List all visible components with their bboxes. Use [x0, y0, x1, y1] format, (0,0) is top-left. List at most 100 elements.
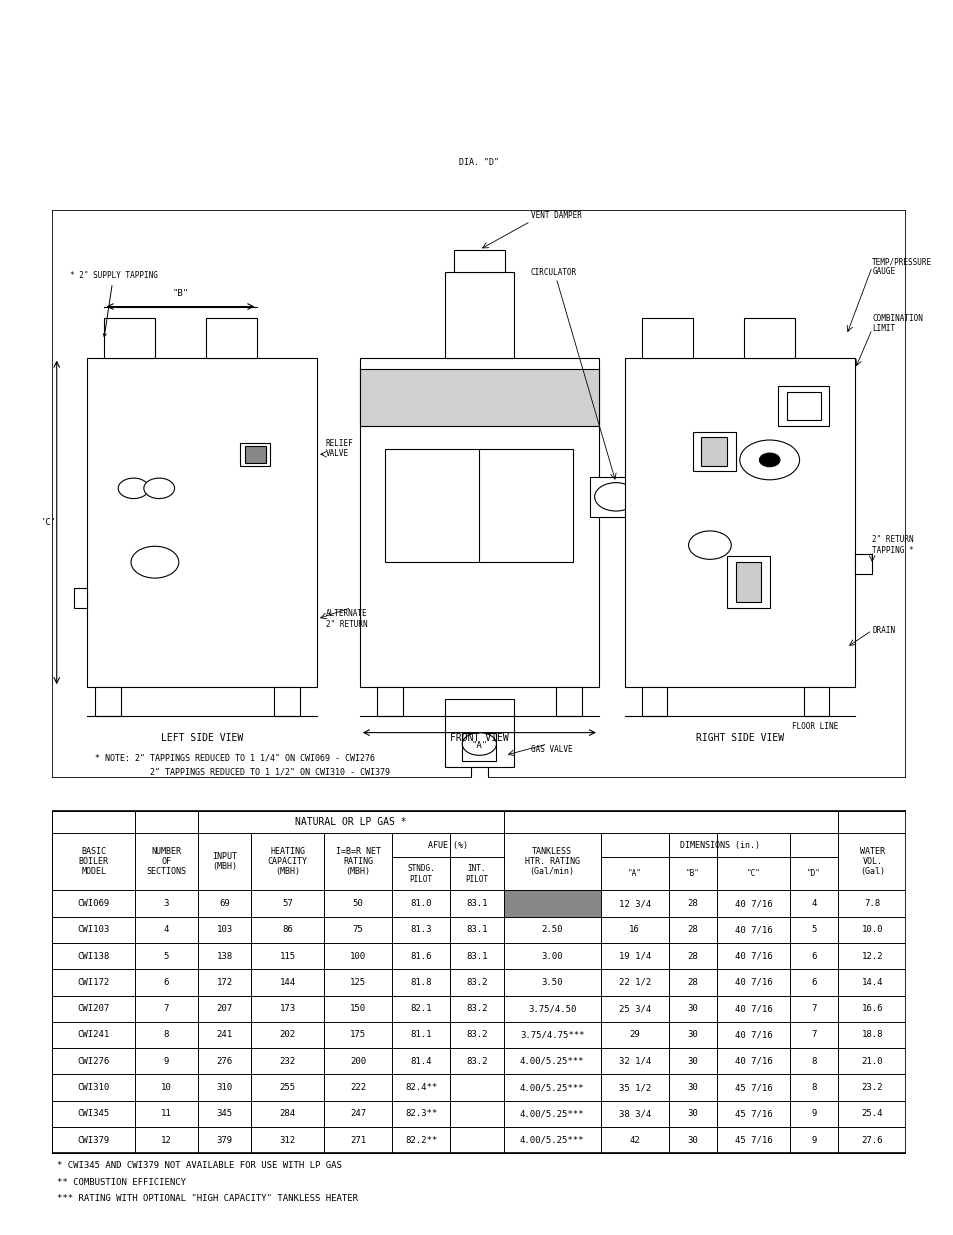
Text: 379: 379	[216, 1136, 233, 1145]
Text: 345: 345	[216, 1109, 233, 1119]
Bar	[641, 687, 666, 715]
Text: 200: 200	[350, 1057, 366, 1066]
Text: "A": "A"	[471, 741, 487, 750]
Text: 12: 12	[161, 1136, 172, 1145]
Text: 40 7/16: 40 7/16	[734, 1057, 772, 1066]
Text: ** COMBUSTION EFFICIENCY: ** COMBUSTION EFFICIENCY	[56, 1178, 186, 1187]
Text: 40 7/16: 40 7/16	[734, 1004, 772, 1013]
Bar	[590, 477, 633, 516]
Text: HEATING
CAPACITY
(MBH): HEATING CAPACITY (MBH)	[268, 847, 308, 877]
Text: 50: 50	[353, 899, 363, 908]
Text: 12.2: 12.2	[861, 952, 882, 961]
Text: CWI345: CWI345	[77, 1109, 110, 1119]
Bar	[240, 443, 270, 466]
Text: 10.0: 10.0	[861, 925, 882, 935]
Text: 4: 4	[811, 899, 816, 908]
Text: CWI138: CWI138	[77, 952, 110, 961]
Text: 83.2: 83.2	[466, 1030, 487, 1040]
Text: 27.6: 27.6	[861, 1136, 882, 1145]
Text: 247: 247	[350, 1109, 366, 1119]
Text: 28: 28	[687, 978, 698, 987]
Text: 40 7/16: 40 7/16	[734, 952, 772, 961]
Text: 32 1/4: 32 1/4	[618, 1057, 650, 1066]
Text: 6: 6	[811, 978, 816, 987]
Text: "B": "B"	[685, 869, 700, 878]
Text: 6: 6	[164, 978, 169, 987]
Bar	[503, 890, 600, 916]
Text: INT.
PILOT: INT. PILOT	[465, 864, 488, 883]
Text: 18.8: 18.8	[861, 1030, 882, 1040]
Text: 21.0: 21.0	[861, 1057, 882, 1066]
Text: 202: 202	[279, 1030, 295, 1040]
Text: 83.1: 83.1	[466, 899, 487, 908]
Text: 42: 42	[629, 1136, 639, 1145]
Text: 69: 69	[219, 899, 230, 908]
Text: 175: 175	[350, 1030, 366, 1040]
Text: GAS VALVE: GAS VALVE	[530, 745, 572, 755]
Text: 4.00/5.25***: 4.00/5.25***	[519, 1136, 584, 1145]
Text: 7.8: 7.8	[863, 899, 880, 908]
Text: 4: 4	[164, 925, 169, 935]
Bar	[104, 317, 154, 358]
Text: CWI241: CWI241	[77, 1030, 110, 1040]
Text: CWI069: CWI069	[77, 899, 110, 908]
Text: CWI103: CWI103	[77, 925, 110, 935]
Text: 86: 86	[282, 925, 293, 935]
Text: 5: 5	[164, 952, 169, 961]
Text: 222: 222	[350, 1083, 366, 1092]
Text: STNDG.
PILOT: STNDG. PILOT	[407, 864, 435, 883]
Text: LEFT SIDE VIEW: LEFT SIDE VIEW	[161, 734, 243, 743]
Text: 40 7/16: 40 7/16	[734, 978, 772, 987]
Text: 310: 310	[216, 1083, 233, 1092]
Text: AFUE (%): AFUE (%)	[427, 841, 467, 850]
Text: INPUT
(MBH): INPUT (MBH)	[212, 852, 237, 872]
Text: CIRCULATOR: CIRCULATOR	[530, 268, 577, 277]
Text: 19 1/4: 19 1/4	[618, 952, 650, 961]
Text: 82.4**: 82.4**	[405, 1083, 436, 1092]
Bar	[735, 562, 760, 601]
Text: 173: 173	[279, 1004, 295, 1013]
Text: 2.50: 2.50	[541, 925, 562, 935]
Text: 81.8: 81.8	[410, 978, 432, 987]
Bar	[743, 317, 795, 358]
Text: * 2" SUPPLY TAPPING: * 2" SUPPLY TAPPING	[70, 272, 157, 337]
Bar	[786, 391, 820, 420]
Text: 28: 28	[687, 899, 698, 908]
Text: 8: 8	[164, 1030, 169, 1040]
Text: 83.2: 83.2	[466, 1057, 487, 1066]
Bar	[359, 358, 598, 687]
Text: 30: 30	[687, 1057, 698, 1066]
Text: 7: 7	[811, 1030, 816, 1040]
Text: 22 1/2: 22 1/2	[618, 978, 650, 987]
Text: 30: 30	[687, 1109, 698, 1119]
Text: 81.4: 81.4	[410, 1057, 432, 1066]
Text: 8: 8	[811, 1083, 816, 1092]
Text: 81.0: 81.0	[410, 899, 432, 908]
Text: 7: 7	[811, 1004, 816, 1013]
Text: COMBINATION
LIMIT: COMBINATION LIMIT	[871, 314, 923, 333]
Text: CWI310: CWI310	[77, 1083, 110, 1092]
Bar	[73, 588, 87, 608]
Text: 16.6: 16.6	[861, 1004, 882, 1013]
Text: 81.3: 81.3	[410, 925, 432, 935]
Circle shape	[118, 478, 149, 499]
Text: 'C': 'C'	[40, 517, 56, 527]
Text: 83.1: 83.1	[466, 925, 487, 935]
Circle shape	[739, 440, 799, 480]
Text: 23.2: 23.2	[861, 1083, 882, 1092]
Text: 83.1: 83.1	[466, 952, 487, 961]
Text: 3.75/4.75***: 3.75/4.75***	[519, 1030, 584, 1040]
Bar	[624, 358, 854, 687]
Bar	[471, 767, 487, 789]
Text: 8: 8	[811, 1057, 816, 1066]
Text: * CWI345 AND CWI379 NOT AVAILABLE FOR USE WITH LP GAS: * CWI345 AND CWI379 NOT AVAILABLE FOR US…	[56, 1161, 341, 1171]
Circle shape	[688, 531, 731, 559]
Text: 9: 9	[811, 1136, 816, 1145]
Text: CWI276: CWI276	[77, 1057, 110, 1066]
Text: 3.50: 3.50	[541, 978, 562, 987]
Text: 29: 29	[629, 1030, 639, 1040]
Text: 103: 103	[216, 925, 233, 935]
Text: 284: 284	[279, 1109, 295, 1119]
Text: 30: 30	[687, 1136, 698, 1145]
Text: 10: 10	[161, 1083, 172, 1092]
